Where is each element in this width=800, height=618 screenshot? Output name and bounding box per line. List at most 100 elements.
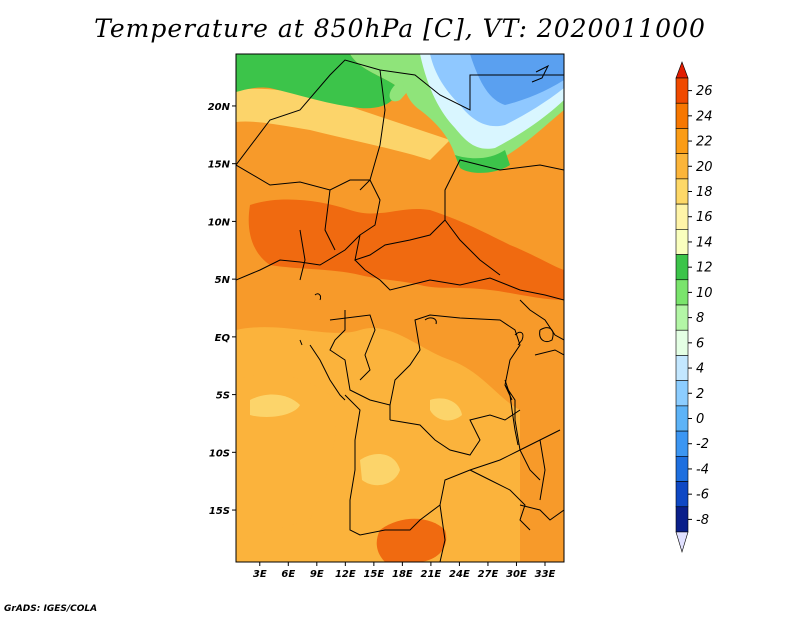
lon-tick-label: 24E [449, 569, 470, 580]
lon-tick-label: 27E [478, 569, 499, 580]
lake-outline [504, 379, 519, 446]
border-segment [389, 314, 521, 406]
page-title: Temperature at 850hPa [C], VT: 202001100… [94, 14, 706, 43]
border-segment [329, 310, 391, 420]
colorbar-box [675, 279, 689, 306]
colorbar-label: -2 [696, 437, 709, 452]
colorbar-label: 18 [696, 185, 713, 200]
colorbar-label: -6 [696, 488, 709, 503]
latitude-axis: 20N 15N 10N 5N EQ 5S 10S 15S [208, 102, 236, 517]
colorbar-label: 14 [696, 235, 713, 250]
colorbar-box [675, 153, 689, 180]
lon-tick-label: 12E [335, 569, 356, 580]
colorbar-label: 24 [696, 109, 713, 124]
border-segment [519, 504, 564, 521]
border-segment [504, 384, 541, 481]
border-segment [531, 64, 550, 83]
colorbar-box [675, 481, 689, 508]
border-segment [324, 189, 336, 251]
lat-tick-label: 15S [209, 506, 230, 517]
border-segment [236, 234, 361, 281]
colorbar-label: -8 [696, 513, 709, 528]
colorbar-boxes [675, 61, 689, 554]
colorbar-label: 6 [696, 336, 704, 351]
colorbar-label: 10 [696, 286, 713, 301]
colorbar-box [675, 380, 689, 407]
lon-tick-label: 9E [310, 569, 324, 580]
lon-tick-label: 15E [363, 569, 384, 580]
lon-tick-label: 18E [392, 569, 413, 580]
colorbar-label: 2 [696, 387, 704, 402]
colorbar-box [675, 128, 689, 154]
colorbar-label: 16 [696, 210, 713, 225]
map-frame [235, 53, 565, 563]
colorbar-label: 22 [696, 135, 713, 150]
colorbar-box [675, 329, 689, 356]
border-segment [439, 504, 446, 562]
longitude-axis: 3E 6E 9E 12E 15E 18E 21E 24E 27E 30E 33E [253, 562, 556, 580]
colorbar-label: 8 [696, 311, 704, 326]
colorbar-label: 12 [696, 261, 713, 276]
colorbar-box [675, 506, 689, 533]
lake-outline [424, 317, 437, 325]
lon-tick-label: 6E [281, 569, 295, 580]
lat-tick-label: 10N [208, 217, 231, 228]
colorbar-box [675, 430, 689, 457]
border-segment [539, 439, 546, 501]
lat-tick-label: 20N [208, 102, 231, 113]
lake-outline [539, 327, 554, 343]
lat-tick-label: 10S [209, 448, 230, 459]
colorbar-label: 0 [696, 412, 704, 427]
colorbar-box [675, 77, 689, 104]
lake-outline [514, 331, 524, 346]
colorbar-box [675, 456, 689, 482]
border-segment [299, 229, 306, 281]
country-borders [236, 59, 564, 562]
lat-tick-label: 5S [216, 391, 230, 402]
border-segment [359, 69, 386, 191]
colorbar-label: 4 [696, 362, 704, 377]
colorbar-bottom-arrow [675, 531, 689, 554]
colorbar-box [675, 178, 689, 205]
colorbar-box [675, 405, 689, 432]
border-segment [534, 349, 564, 356]
lon-tick-label: 30E [506, 569, 527, 580]
colorbar-box [675, 203, 689, 230]
lat-tick-label: EQ [215, 333, 231, 344]
field-blue-east [470, 54, 564, 105]
border-segment [354, 259, 564, 301]
field-deep-orange-sahel [248, 199, 564, 300]
coast-segment [299, 339, 346, 401]
colorbar-box [675, 102, 689, 129]
border-segment [344, 394, 561, 536]
lat-tick-label: 5N [215, 275, 231, 286]
colorbar-box [675, 355, 689, 381]
border-segment [444, 219, 501, 276]
lake-outline [314, 293, 321, 301]
colorbar-label: 26 [696, 84, 713, 99]
lon-tick-label: 33E [535, 569, 556, 580]
field-yellow-patch-3 [360, 454, 400, 486]
lon-tick-label: 21E [421, 569, 442, 580]
colorbar-label: 20 [696, 160, 713, 175]
lat-tick-label: 15N [208, 160, 231, 171]
temperature-field [236, 54, 564, 562]
border-segment [389, 409, 521, 456]
border-segment [329, 314, 376, 381]
colorbar-top-arrow [675, 61, 689, 79]
field-green-north [236, 54, 396, 109]
field-green-sahel-east [455, 150, 510, 173]
colorbar-box [675, 229, 689, 255]
colorbar-label: -4 [696, 462, 709, 477]
credit-text: GrADS: IGES/COLA [4, 604, 98, 614]
field-yellow-patch-4 [430, 398, 462, 421]
lon-tick-label: 3E [253, 569, 267, 580]
border-segment [236, 159, 564, 261]
field-yellow-patch-2 [236, 88, 450, 160]
border-segment [469, 469, 531, 531]
field-yellow-patch-1 [250, 394, 300, 417]
border-segment [519, 299, 564, 341]
